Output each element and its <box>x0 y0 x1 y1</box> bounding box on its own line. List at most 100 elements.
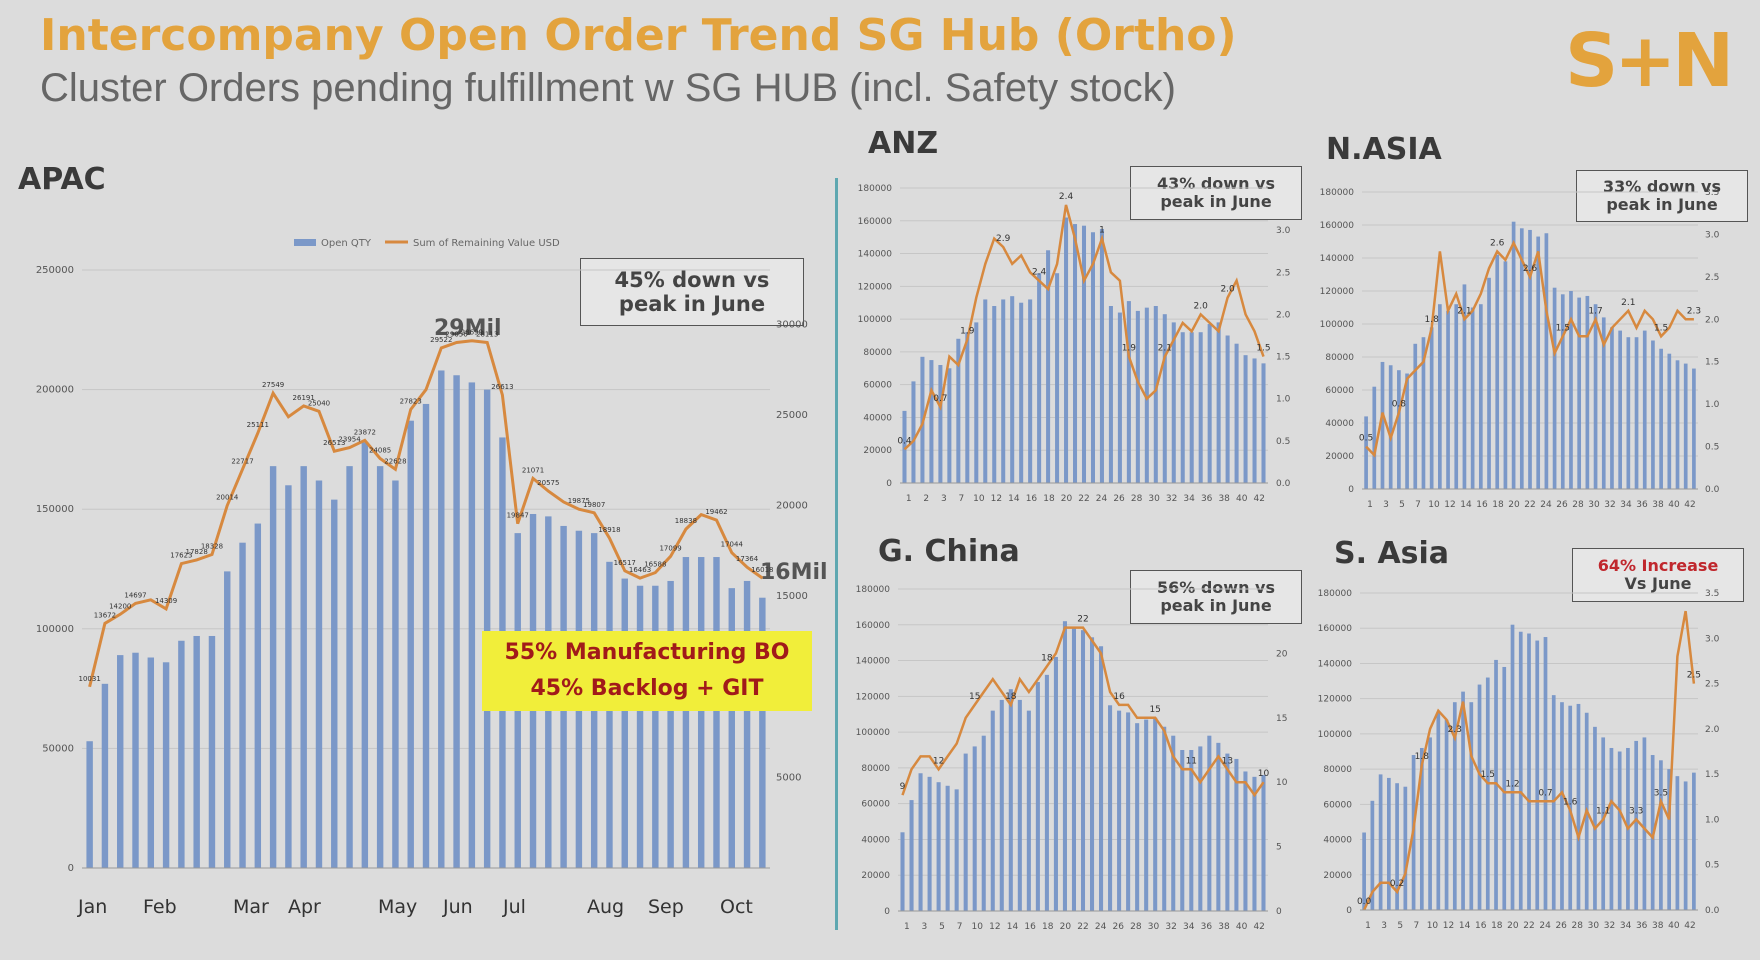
bar <box>1028 299 1033 483</box>
x-tick-label: 20 <box>1061 494 1073 504</box>
y-tick-label: 120000 <box>1318 695 1353 705</box>
bar <box>682 557 690 868</box>
x-tick-label: 40 <box>1668 921 1680 931</box>
bar <box>1189 332 1194 483</box>
data-label: 27549 <box>262 381 284 389</box>
bar <box>1462 284 1467 489</box>
bar <box>1675 360 1680 489</box>
x-tick-label: 20 <box>1508 500 1520 510</box>
y2-tick-label: 10 <box>1276 778 1288 788</box>
bar <box>1372 386 1377 489</box>
page-subtitle: Cluster Orders pending fulfillment w SG … <box>40 66 1176 110</box>
x-tick-label: 12 <box>989 922 1000 932</box>
bar <box>1560 702 1564 910</box>
legend-label-remaining-value: Sum of Remaining Value USD <box>413 238 560 249</box>
x-tick-label: 32 <box>1165 922 1176 932</box>
bar <box>300 466 307 868</box>
data-label: 2.0 <box>1194 301 1209 311</box>
y2-tick-label: 2.5 <box>1705 273 1719 283</box>
y-tick-label: 60000 <box>1323 800 1352 810</box>
bar <box>1419 747 1424 910</box>
bo-line2: 45% Backlog + GIT <box>530 676 764 701</box>
sasia-callout-line1: 64% Increase <box>1597 555 1719 575</box>
data-label: 28699 <box>461 329 483 337</box>
bar <box>1446 310 1450 489</box>
bar <box>947 368 952 483</box>
y2-tick-label: 3.5 <box>1705 589 1719 599</box>
data-label: 24085 <box>369 446 391 454</box>
data-label: 1.5 <box>1654 323 1668 333</box>
x-tick-label: 32 <box>1604 500 1615 510</box>
panel-divider <box>835 178 838 930</box>
data-label: 2.3 <box>1687 306 1701 316</box>
month-label: Sep <box>648 896 684 918</box>
bar <box>1469 702 1474 910</box>
x-tick-label: 10 <box>973 494 985 504</box>
bar <box>1216 742 1221 911</box>
y2-tick-label: 0.0 <box>1705 906 1720 916</box>
y2-tick-label: 3.0 <box>1705 634 1720 644</box>
y-tick-label: 100000 <box>856 728 891 738</box>
bar <box>162 662 170 868</box>
y-tick-label: 80000 <box>1323 765 1352 775</box>
bar <box>981 735 986 911</box>
x-tick-label: 12 <box>1443 921 1454 931</box>
data-label: 27823 <box>400 398 422 406</box>
bar <box>990 710 995 911</box>
x-tick-label: 3 <box>1383 500 1389 510</box>
month-label: Apr <box>288 896 321 918</box>
bar <box>1519 228 1524 490</box>
data-label: 1.7 <box>1588 306 1602 316</box>
x-tick-label: 34 <box>1183 922 1195 932</box>
month-label: Mar <box>233 896 269 918</box>
data-label: 9 <box>900 782 906 792</box>
apac-latest-annotation: 16Mil <box>760 560 828 585</box>
y2-tick-label: 0.5 <box>1276 437 1290 447</box>
bar <box>918 773 923 911</box>
region-title-sasia: S. Asia <box>1334 536 1450 571</box>
y-tick-label: 180000 <box>1318 589 1353 599</box>
bar <box>1378 774 1383 910</box>
y-tick-label: 0 <box>1346 906 1352 916</box>
bar <box>1610 327 1614 489</box>
region-title-gchina: G. China <box>878 534 1020 569</box>
bar <box>945 785 950 911</box>
x-tick-label: 26 <box>1555 921 1567 931</box>
gchina-callout-line1: 56% down vs <box>1156 577 1275 597</box>
data-label: 28113 <box>476 330 498 338</box>
bar <box>224 571 231 868</box>
x-tick-label: 16 <box>1024 922 1036 932</box>
data-label: 11 <box>1186 756 1197 766</box>
data-label: 1.9 <box>960 327 975 337</box>
bar <box>728 588 735 868</box>
y-tick-label: 40000 <box>1323 836 1352 846</box>
month-label: Feb <box>143 896 177 918</box>
region-title-anz: ANZ <box>868 126 939 161</box>
y2-tick-label: 2.5 <box>1276 268 1290 278</box>
month-label: Jun <box>443 896 473 918</box>
data-label: 2.9 <box>996 234 1011 244</box>
bar <box>1617 751 1622 910</box>
x-tick-label: 34 <box>1620 500 1632 510</box>
x-tick-label: 12 <box>991 494 1002 504</box>
bar <box>407 420 414 868</box>
bar <box>983 299 988 483</box>
bar <box>1171 735 1176 911</box>
x-tick-label: 10 <box>972 922 984 932</box>
bar <box>1576 703 1581 910</box>
data-label: 19462 <box>705 508 727 516</box>
bar <box>1117 710 1122 911</box>
bar <box>1535 640 1540 910</box>
bar <box>1642 737 1647 910</box>
bar <box>1421 337 1426 489</box>
y-tick-label: 20000 <box>861 871 890 881</box>
month-label: Aug <box>587 896 625 918</box>
y2-tick-label: 0.0 <box>1276 479 1291 489</box>
data-label: 16463 <box>629 566 651 574</box>
x-tick-label: 2 <box>923 494 929 504</box>
data-label: 19807 <box>583 501 605 509</box>
bar <box>1551 695 1556 910</box>
x-tick-label: 3 <box>941 494 947 504</box>
y-tick-label: 20000 <box>863 446 892 456</box>
